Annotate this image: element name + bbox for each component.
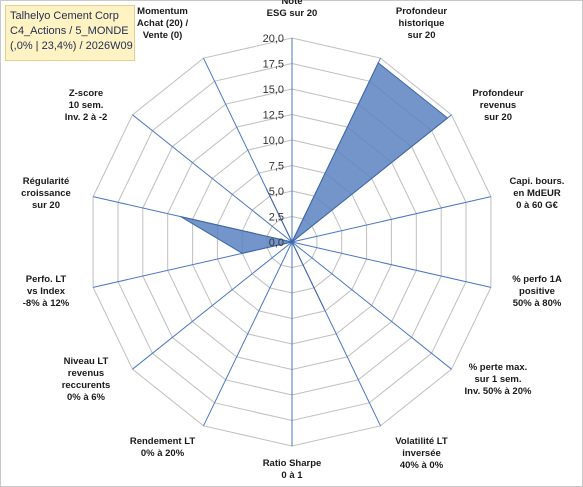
axis-label-line: revenus	[480, 100, 516, 111]
axis-label-line: Vente (0)	[143, 30, 183, 41]
axis-label-line: sur 20	[32, 200, 60, 211]
axis-label-line: Rendement LT	[130, 436, 195, 447]
tick-label: 10,0	[263, 135, 284, 147]
axis-label-line: % perte max.	[469, 362, 528, 373]
company-name: Talhelyo Cement Corp	[10, 10, 119, 22]
axis-label-line: 0 à 1	[281, 470, 303, 481]
spoke-4	[291, 241, 492, 288]
axis-label-line: sur 20	[484, 112, 512, 123]
tick-label: 2,5	[269, 212, 284, 224]
axis-label-line: 0 à 60 G€	[516, 200, 558, 211]
axis-label-line: vs Index	[27, 286, 66, 297]
axis-label-7: Ratio Sharpe 0 à 1	[263, 458, 322, 481]
axis-label-6: Volatilité LT inversée 40% à 0%	[395, 436, 448, 471]
axis-label-11: Régularité croissance sur 20	[21, 176, 71, 211]
radar-tick-labels: 0,0 2,5 5,0 7,5 10,0 12,5 15,0 17,5 20,0	[263, 33, 284, 249]
axis-label-line: 10 sem.	[69, 100, 104, 111]
axis-label-line: Régularité	[23, 176, 69, 187]
axis-label-2: Profondeur revenus sur 20	[472, 88, 523, 123]
axis-label-line: Ratio Sharpe	[263, 458, 322, 469]
spoke-12	[132, 114, 293, 243]
tick-label: 20,0	[263, 33, 284, 45]
axis-label-line: reccurents	[62, 380, 111, 391]
axis-label-10: Perfo. LT vs Index -8% à 12%	[23, 274, 70, 309]
axis-label-line: revenus	[68, 368, 104, 379]
axis-label-line: croissance	[21, 188, 71, 199]
axis-label-line: Volatilité LT	[395, 436, 448, 447]
tick-label: 17,5	[263, 59, 284, 71]
axis-label-line: % perfo 1A	[512, 274, 562, 285]
axis-label-line: Inv. 50% à 20%	[465, 386, 532, 397]
axis-label-line: Inv. 2 à -2	[65, 112, 108, 123]
axis-label-line: 0% à 6%	[67, 392, 106, 403]
spoke-3	[291, 196, 492, 243]
tick-label: 0,0	[269, 237, 284, 249]
radar-axis-labels: Note ESG sur 20 Profondeur historique sur 20…	[21, 0, 564, 481]
axis-label-12: Z-score 10 sem. Inv. 2 à -2	[65, 88, 108, 123]
series-area	[180, 62, 449, 310]
axis-label-line: Note	[281, 0, 302, 7]
axis-label-13: Momentum Achat (20) / Vente (0)	[137, 6, 189, 41]
axis-label-line: Capi. bours.	[510, 176, 565, 187]
tick-label: 5,0	[269, 186, 284, 198]
axis-label-line: Niveau LT	[64, 356, 109, 367]
radar-series	[180, 62, 449, 310]
axis-label-line: Profondeur	[396, 6, 447, 17]
tick-label: 7,5	[269, 161, 284, 173]
axis-label-line: en MdEUR	[513, 188, 561, 199]
axis-label-4: % perfo 1A positive 50% à 80%	[512, 274, 562, 309]
axis-label-line: historique	[399, 18, 445, 29]
axis-label-line: Achat (20) /	[137, 18, 189, 29]
axis-label-line: sur 1 sem.	[475, 374, 522, 385]
axis-label-line: positive	[519, 286, 555, 297]
spoke-5	[291, 241, 452, 370]
axis-label-line: 0% à 20%	[141, 448, 185, 459]
axis-label-line: 40% à 0%	[400, 460, 444, 471]
axis-label-line: Perfo. LT	[26, 274, 67, 285]
axis-label-line: sur 20	[408, 30, 436, 41]
tick-label: 15,0	[263, 84, 284, 96]
period-info: (,0% | 23,4%) / 2026W09	[10, 40, 133, 52]
axis-label-line: inversée	[402, 448, 441, 459]
axis-label-9: Niveau LT revenus reccurents 0% à 6%	[62, 356, 111, 403]
axis-label-line: ESG sur 20	[267, 8, 318, 19]
axis-label-line: Momentum	[137, 6, 188, 17]
axis-label-3: Capi. bours. en MdEUR 0 à 60 G€	[510, 176, 565, 211]
axis-label-0: Note ESG sur 20	[267, 0, 318, 19]
tick-label: 12,5	[263, 110, 284, 122]
portfolio-path: C4_Actions / 5_MONDE	[10, 25, 129, 37]
axis-label-1: Profondeur historique sur 20	[396, 6, 447, 41]
axis-label-5: % perte max. sur 1 sem. Inv. 50% à 20%	[465, 362, 532, 397]
chart-header: Talhelyo Cement Corp C4_Actions / 5_MOND…	[5, 5, 135, 61]
axis-label-line: Z-score	[69, 88, 103, 99]
axis-label-line: 50% à 80%	[513, 298, 562, 309]
spoke-8	[203, 241, 293, 427]
axis-label-8: Rendement LT 0% à 20%	[130, 436, 195, 459]
axis-label-line: -8% à 12%	[23, 298, 70, 309]
axis-label-line: Profondeur	[472, 88, 523, 99]
spoke-9	[132, 241, 293, 370]
